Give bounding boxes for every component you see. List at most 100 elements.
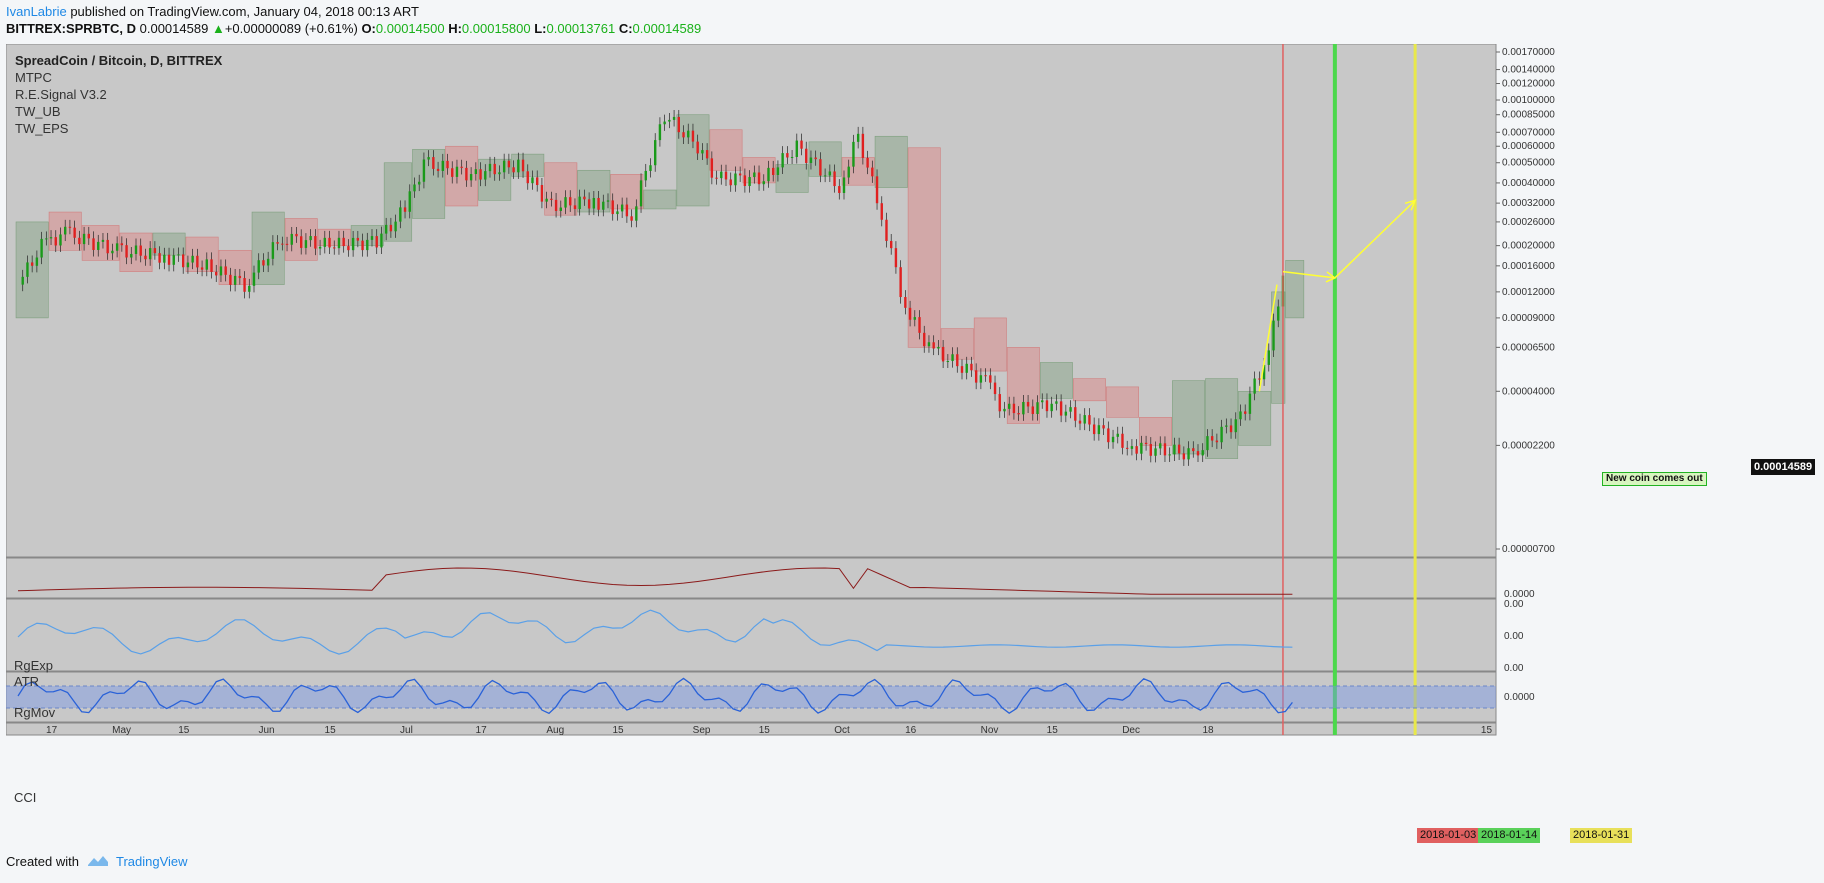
candle-body — [375, 236, 378, 248]
candle-body — [469, 174, 473, 181]
high-label: H: — [448, 21, 462, 36]
candle-body — [715, 177, 718, 179]
candle-body — [115, 243, 119, 251]
candle-body — [153, 248, 157, 254]
indicator-resignal[interactable]: R.E.Signal V3.2 — [15, 87, 107, 102]
time-axis-label: 15 — [1047, 725, 1059, 736]
candle-body — [587, 199, 591, 209]
annotation-note[interactable]: New coin comes out — [1602, 472, 1707, 486]
atr-label[interactable]: ATR — [14, 674, 40, 689]
candle-body — [328, 237, 331, 248]
candle-body — [186, 262, 190, 268]
candle-body — [979, 375, 983, 383]
candle-body — [474, 169, 478, 175]
candle-body — [729, 179, 732, 186]
chart-frame[interactable]: 0.00170000 0.00140000 0.00120000 0.00100000… — [6, 44, 1818, 848]
candle-body — [597, 197, 600, 210]
chart-title: SpreadCoin / Bitcoin, D, BITTREX — [15, 53, 223, 68]
candle-body — [333, 247, 336, 249]
signal-zone — [841, 157, 875, 186]
candle-body — [932, 342, 935, 349]
candle-body — [880, 203, 883, 220]
candle-body — [767, 167, 770, 182]
candle-body — [290, 233, 293, 245]
candle-body — [64, 226, 67, 235]
date-tag-yellow: 2018-01-31 — [1570, 828, 1633, 843]
author-link[interactable]: IvanLabrie — [6, 4, 67, 19]
signal-zone — [643, 189, 677, 210]
signal-zone — [445, 145, 479, 207]
price-axis-label: 0.00000700 — [1502, 544, 1555, 555]
price-chart[interactable]: 0.00170000 0.00140000 0.00120000 0.00100000… — [6, 44, 1818, 848]
candle-body — [49, 237, 53, 239]
price-axis-label: 0.00020000 — [1502, 241, 1555, 252]
price-change: +0.00000089 (+0.61%) — [224, 21, 358, 36]
candle-body — [620, 204, 624, 212]
candle-body — [1187, 448, 1190, 460]
candle-body — [465, 167, 468, 181]
candle-body — [795, 140, 798, 157]
signal-zone — [1271, 291, 1286, 404]
candle-body — [521, 159, 525, 172]
cci-label[interactable]: CCI — [14, 790, 37, 805]
last-price: 0.00014589 — [139, 21, 209, 36]
indicator-tw-eps[interactable]: TW_EPS — [15, 121, 69, 136]
candle-body — [993, 382, 997, 395]
rgexp-label[interactable]: RgExp — [14, 658, 54, 673]
candle-body — [1201, 450, 1204, 456]
candle-body — [1126, 447, 1129, 449]
candle-body — [937, 346, 940, 349]
candle-body — [1272, 320, 1275, 351]
indicator-mtpc[interactable]: MTPC — [15, 70, 52, 85]
rgmov-label[interactable]: RgMov — [14, 705, 56, 720]
candle-body — [1012, 403, 1016, 414]
signal-zone — [81, 225, 120, 261]
time-axis-label: 15 — [759, 725, 771, 736]
rgmov-line — [17, 609, 1293, 655]
candle-body — [644, 170, 647, 181]
candle-body — [347, 246, 350, 251]
candle-body — [120, 243, 124, 246]
time-axis-label: Dec — [1122, 725, 1140, 736]
price-axis-label: 0.00120000 — [1502, 79, 1555, 90]
candle-body — [1059, 401, 1063, 416]
indicator-tw-ub[interactable]: TW_UB — [15, 104, 61, 119]
candle-body — [484, 171, 487, 180]
candle-body — [125, 245, 128, 258]
candle-body — [540, 185, 544, 202]
candle-body — [951, 354, 954, 362]
candle-body — [885, 219, 888, 241]
candle-body — [639, 180, 643, 207]
candle-body — [890, 240, 893, 249]
candle-body — [649, 165, 652, 171]
candle-body — [904, 297, 907, 308]
candle-body — [550, 198, 553, 200]
tradingview-link[interactable]: TradingView — [116, 854, 188, 869]
candle-body — [54, 237, 57, 246]
candle-body — [625, 204, 629, 217]
candle-body — [762, 181, 765, 185]
candle-body — [526, 171, 529, 184]
candle-body — [460, 166, 463, 168]
candle-body — [1064, 411, 1068, 416]
candle-body — [26, 262, 29, 277]
candle-body — [1192, 448, 1195, 452]
high-value: 0.00015800 — [461, 21, 531, 36]
candle-body — [1097, 425, 1101, 435]
symbol-label: BITTREX:SPRBTC, D — [6, 21, 136, 36]
candle-body — [687, 130, 690, 138]
time-axis-label: Sep — [693, 725, 711, 736]
candle-body — [78, 237, 81, 245]
candle-body — [479, 169, 482, 180]
candle-body — [139, 245, 142, 256]
candle-body — [573, 205, 577, 210]
candle-body — [1121, 433, 1124, 448]
candle-body — [191, 255, 194, 263]
candle-body — [370, 236, 374, 240]
candle-body — [1083, 415, 1086, 424]
candle-body — [493, 163, 496, 175]
projection-arrow — [1334, 199, 1416, 279]
candle-body — [300, 236, 303, 248]
candle-body — [1215, 440, 1219, 443]
candle-body — [1074, 407, 1077, 421]
